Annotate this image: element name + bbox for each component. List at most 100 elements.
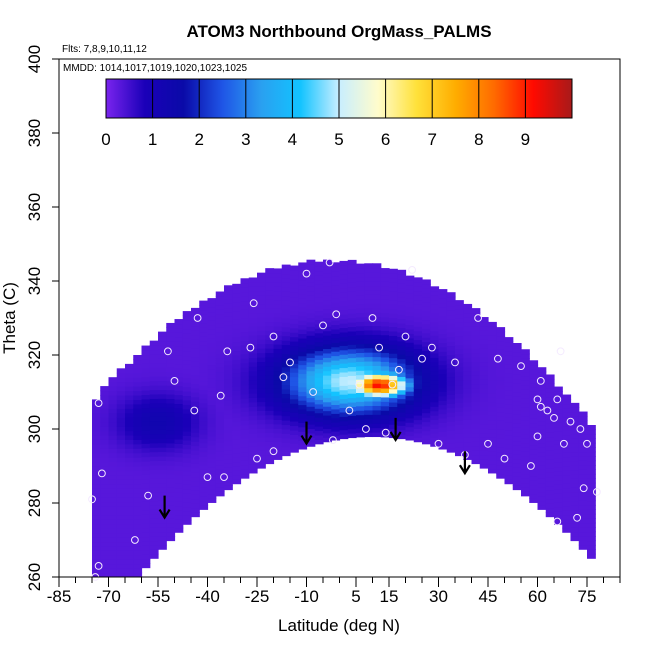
heatmap-cell <box>108 554 118 560</box>
heatmap-cell <box>158 429 167 435</box>
heatmap-cell <box>364 432 374 438</box>
heatmap-cell <box>149 385 159 391</box>
heatmap-cell <box>521 371 530 377</box>
heatmap-cell <box>512 422 522 428</box>
heatmap-cell <box>290 358 299 364</box>
heatmap-cell <box>578 442 588 448</box>
heatmap-cell <box>248 366 258 372</box>
heatmap-cell <box>199 482 209 488</box>
heatmap-cell <box>364 298 374 304</box>
heatmap-cell <box>331 391 341 397</box>
heatmap-cell <box>471 370 481 376</box>
heatmap-cell <box>116 532 126 538</box>
heatmap-cell <box>323 295 332 301</box>
observation-point <box>309 388 318 396</box>
heatmap-cell <box>389 290 398 296</box>
heatmap-cell <box>545 436 555 442</box>
heatmap-cell <box>199 367 209 373</box>
heatmap-cell <box>488 379 497 385</box>
heatmap-cell <box>331 280 341 286</box>
heatmap-cell <box>537 393 547 399</box>
heatmap-cell <box>471 383 481 389</box>
heatmap-cell <box>323 330 332 336</box>
heatmap-cell <box>405 413 415 419</box>
heatmap-cell <box>191 330 200 336</box>
heatmap-cell <box>578 460 588 466</box>
heatmap-cell <box>207 484 217 490</box>
heatmap-cell <box>430 295 440 301</box>
heatmap-cell <box>380 343 390 349</box>
heatmap-cell <box>290 345 299 351</box>
heatmap-cell <box>224 418 233 424</box>
heatmap-cell <box>323 388 332 394</box>
heatmap-cell <box>554 413 563 419</box>
heatmap-cell <box>174 496 184 502</box>
heatmap-cell <box>116 390 126 396</box>
heatmap-cell <box>257 343 266 349</box>
heatmap-cell <box>521 406 530 412</box>
heatmap-cell <box>290 323 299 329</box>
heatmap-cell <box>116 368 126 374</box>
heatmap-cell <box>422 283 431 289</box>
heatmap-cell <box>479 321 489 327</box>
heatmap-cell <box>141 496 151 502</box>
heatmap-cell <box>356 419 365 425</box>
heatmap-cell <box>182 355 192 361</box>
heatmap-cell <box>512 378 522 384</box>
heatmap-cell <box>479 334 489 340</box>
heatmap-cell <box>232 319 242 325</box>
heatmap-cell <box>578 473 588 479</box>
heatmap-cell <box>512 467 522 473</box>
heatmap-cell <box>529 444 539 450</box>
heatmap-cell <box>125 483 134 489</box>
heatmap-cell <box>174 434 184 440</box>
heatmap-cell <box>232 323 242 329</box>
heatmap-cell <box>290 420 299 427</box>
heatmap-cell <box>405 404 415 410</box>
heatmap-cell <box>397 371 407 377</box>
heatmap-cell <box>166 340 176 346</box>
heatmap-cell <box>347 295 357 301</box>
heatmap-cell <box>125 528 134 534</box>
heatmap-cell <box>215 411 225 417</box>
heatmap-cell <box>479 410 489 416</box>
observation-point <box>368 314 377 322</box>
heatmap-cell <box>372 423 382 429</box>
heatmap-cell <box>479 459 489 465</box>
heatmap-cell <box>149 371 159 377</box>
heatmap-cell <box>108 417 118 423</box>
heatmap-cell <box>232 301 242 307</box>
heatmap-cell <box>545 463 555 469</box>
heatmap-cell <box>290 332 299 338</box>
heatmap-cell <box>463 414 473 420</box>
heatmap-cell <box>504 390 514 396</box>
heatmap-cell <box>207 302 217 308</box>
observation-point <box>576 425 585 433</box>
heatmap-cell <box>232 399 242 405</box>
heatmap-cell <box>141 367 151 373</box>
heatmap-cell <box>504 337 514 343</box>
heatmap-cell <box>257 357 266 363</box>
heatmap-cell <box>314 417 324 423</box>
heatmap-cell <box>512 396 522 402</box>
heatmap-cell <box>471 374 481 380</box>
heatmap-cell <box>141 465 151 471</box>
heatmap-cell <box>149 398 159 404</box>
heatmap-cell <box>455 362 464 368</box>
heatmap-cell <box>356 272 365 278</box>
heatmap-cell <box>537 416 547 422</box>
heatmap-cell <box>108 434 118 440</box>
heatmap-cell <box>488 388 497 394</box>
heatmap-cell <box>463 330 473 336</box>
heatmap-cell <box>587 469 596 475</box>
heatmap-cell <box>430 384 440 390</box>
heatmap-cell <box>257 454 266 460</box>
heatmap-cell <box>232 332 242 338</box>
heatmap-cell <box>215 415 225 421</box>
heatmap-cell <box>215 438 225 444</box>
heatmap-cell <box>529 395 539 401</box>
heatmap-cell <box>331 262 341 268</box>
heatmap-cell <box>413 290 423 296</box>
heatmap-cell <box>372 400 382 406</box>
heatmap-cell <box>108 545 118 551</box>
